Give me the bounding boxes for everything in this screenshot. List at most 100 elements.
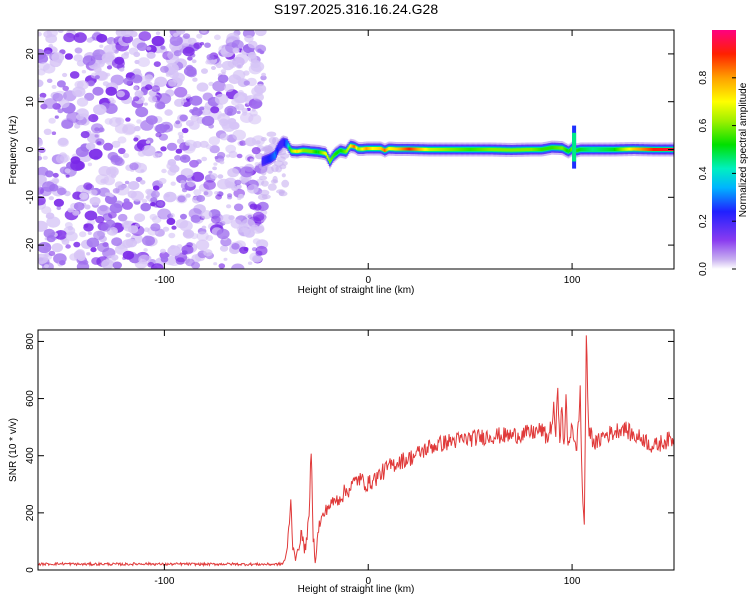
noise-blob [186, 69, 197, 78]
ridge-segment [425, 147, 428, 151]
noise-blob [168, 79, 177, 87]
noise-blob [165, 73, 171, 77]
noise-blob [53, 198, 64, 207]
noise-blob [49, 183, 59, 192]
noise-blob [275, 165, 283, 173]
ridge-segment [516, 148, 518, 152]
ridge-segment [634, 147, 637, 151]
noise-blob [111, 140, 121, 148]
ridge-segment [291, 149, 293, 153]
noise-blob [52, 92, 64, 102]
ridge-segment [352, 144, 354, 148]
ridge-segment [556, 146, 559, 150]
ridge-segment [336, 151, 339, 155]
noise-blob [87, 231, 92, 235]
noise-blob [93, 230, 105, 240]
ridge-segment [446, 148, 449, 151]
ridge-segment [413, 147, 416, 151]
ridge-segment [403, 147, 406, 151]
ridge-segment [294, 149, 297, 153]
noise-blob [44, 50, 52, 56]
noise-blob [125, 117, 131, 122]
ridge-segment [496, 148, 499, 152]
noise-blob [136, 42, 148, 51]
noise-blob [151, 85, 160, 92]
noise-blob [56, 80, 66, 88]
noise-blob [131, 74, 143, 84]
noise-blob [237, 227, 249, 237]
ridge-segment [617, 147, 620, 151]
ridge-segment [380, 147, 383, 151]
ridge-segment [595, 148, 598, 151]
noise-blob [232, 123, 239, 129]
ridge-segment [662, 148, 665, 151]
noise-blob [64, 53, 73, 60]
noise-blob [196, 231, 209, 242]
ridge-segment [424, 147, 427, 151]
noise-blob [186, 180, 196, 188]
ridge-segment [428, 148, 430, 151]
ridge-segment [300, 149, 303, 153]
noise-blob [138, 92, 143, 96]
noise-blob [148, 95, 158, 103]
ridge-segment [456, 148, 458, 151]
noise-blob [43, 98, 58, 109]
ridge-segment [603, 148, 605, 151]
ridge-segment [435, 148, 438, 151]
noise-blob [266, 166, 274, 174]
ridge-segment [359, 147, 362, 151]
ridge-segment [491, 148, 494, 151]
ridge-segment [401, 147, 403, 151]
ridge-segment [325, 152, 328, 156]
noise-blob [70, 160, 84, 171]
ridge-segment [391, 147, 394, 151]
noise-blob [175, 218, 189, 229]
noise-blob [191, 59, 197, 64]
ridge-segment [525, 148, 528, 152]
noise-blob [142, 235, 155, 246]
ridge-segment [365, 147, 368, 150]
ridge-segment [280, 143, 282, 146]
noise-blob [228, 150, 238, 158]
noise-blob [180, 180, 186, 185]
noise-blob [171, 225, 177, 230]
ridge-segment [299, 149, 302, 153]
colorbar-tick-label: 0.6 [698, 118, 709, 132]
ridge-segment [664, 148, 666, 151]
ridge-segment [644, 147, 647, 151]
ridge-segment [408, 147, 411, 151]
noise-blob [38, 96, 46, 103]
ridge-segment [601, 148, 604, 151]
noise-blob [114, 56, 125, 65]
noise-blob [106, 255, 117, 264]
noise-blob [219, 160, 225, 165]
ridge-segment [511, 148, 513, 152]
ridge-segment [357, 147, 359, 151]
ridge-segment [629, 147, 632, 151]
noise-blob [281, 173, 286, 178]
ridge-segment [605, 148, 608, 151]
noise-blob [62, 85, 69, 91]
ridge-segment [505, 148, 507, 152]
y-tick-label: -10 [25, 190, 36, 205]
spectrogram-xlabel: Height of straight line (km) [298, 285, 415, 296]
noise-blob [260, 75, 267, 81]
noise-blob [43, 30, 53, 38]
y-tick-label: 200 [25, 504, 36, 521]
noise-blob [175, 148, 183, 154]
ridge-segment [342, 149, 345, 153]
ridge-segment [466, 148, 468, 151]
noise-blob [154, 101, 166, 110]
ridge-segment [639, 147, 642, 151]
ridge-segment [373, 147, 375, 150]
ridge-segment [539, 148, 542, 151]
noise-blob [168, 232, 176, 239]
noise-blob [133, 86, 139, 91]
ridge-segment [583, 148, 586, 151]
ridge-segment [385, 148, 388, 152]
noise-blob [232, 47, 240, 54]
noise-blob [159, 121, 173, 133]
ridge-segment [266, 157, 269, 161]
ridge-segment [354, 145, 357, 149]
noise-blob [183, 230, 192, 237]
